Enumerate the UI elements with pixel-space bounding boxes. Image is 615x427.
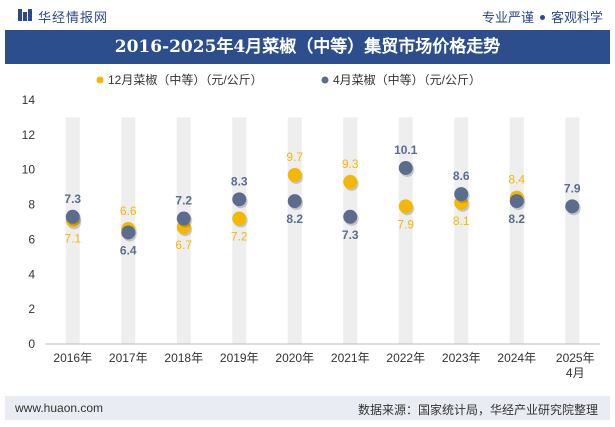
data-point [454, 187, 469, 202]
data-label: 7.2 [175, 194, 192, 208]
x-tick-label: 2019年 [220, 351, 259, 365]
price-chart: 12月菜椒（中等）（元/公斤） 4月菜椒（中等）（元/公斤） 0 2 4 6 8 10 12 14… [22, 72, 600, 380]
category-band [454, 117, 469, 344]
data-label: 6.6 [120, 204, 137, 218]
y-tick-label: 14 [22, 93, 36, 107]
huajing-logo-icon [18, 9, 32, 21]
data-label: 8.2 [286, 212, 303, 226]
data-label: 9.3 [342, 157, 359, 171]
data-label: 8.3 [231, 174, 248, 188]
data-label: 10.1 [394, 143, 418, 157]
x-tick-label: 2022年 [386, 351, 425, 365]
data-label: 8.6 [453, 169, 470, 183]
x-tick-label: 2024年 [497, 351, 536, 365]
x-tick-label: 2020年 [275, 351, 314, 365]
y-tick-label: 4 [28, 267, 35, 281]
data-label: 7.9 [397, 217, 414, 231]
y-tick-label: 8 [28, 198, 35, 212]
data-point [509, 194, 524, 209]
data-label: 6.4 [120, 243, 137, 257]
top-bar: 华经情报网 专业严谨 客观科学 [0, 0, 615, 30]
data-point [287, 167, 302, 182]
data-point [232, 192, 247, 207]
x-tick-label: 2016年 [53, 351, 92, 365]
tagline-right: 客观科学 [550, 10, 603, 25]
data-label: 8.1 [453, 214, 470, 228]
title-bar: 2016-2025年4月菜椒（中等）集贸市场价格走势 [5, 30, 610, 64]
footer-bar: www.huaon.com 数据来源：国家统计局，华经产业研究院整理 [5, 396, 610, 420]
chart-title: 2016-2025年4月菜椒（中等）集贸市场价格走势 [114, 37, 501, 57]
category-band [65, 117, 80, 344]
x-tick-label: 2025年 [556, 351, 595, 365]
x-tick-label: 2023年 [442, 351, 481, 365]
data-point [232, 211, 247, 226]
data-point [343, 174, 358, 189]
x-tick-label: 2018年 [164, 351, 203, 365]
data-point [343, 209, 358, 224]
data-label: 7.9 [564, 181, 581, 195]
legend-marker [321, 76, 329, 84]
category-band [343, 117, 358, 344]
tagline-left: 专业严谨 [481, 10, 534, 25]
category-band [398, 117, 413, 344]
y-tick-label: 6 [28, 232, 35, 246]
data-point [398, 160, 413, 175]
data-point [398, 199, 413, 214]
y-tick-label: 10 [22, 163, 36, 177]
brand-name: 华经情报网 [38, 10, 109, 25]
footer-source: 数据来源：国家统计局，华经产业研究院整理 [357, 403, 598, 417]
legend-marker [96, 76, 104, 84]
x-tick-label: 2021年 [331, 351, 370, 365]
y-tick-label: 0 [28, 337, 35, 351]
x-tick-label-line2: 4月 [566, 366, 585, 380]
x-tick-label: 2017年 [109, 351, 148, 365]
data-label: 6.7 [175, 238, 192, 252]
data-label: 7.1 [64, 231, 81, 245]
category-band [565, 117, 580, 344]
tagline-dot-icon [539, 15, 545, 20]
data-point [65, 209, 80, 224]
data-point [121, 225, 136, 240]
legend-label: 12月菜椒（中等）（元/公斤） [108, 72, 263, 87]
data-label: 7.3 [64, 192, 81, 206]
data-label: 7.2 [231, 230, 248, 244]
data-point [176, 211, 191, 226]
category-band [509, 117, 524, 344]
data-point [565, 199, 580, 214]
legend-label: 4月菜椒（中等）（元/公斤） [333, 72, 481, 87]
data-label: 8.4 [508, 173, 525, 187]
data-label: 7.3 [342, 228, 359, 242]
y-tick-label: 12 [22, 128, 36, 142]
category-band [232, 117, 247, 344]
footer-website: www.huaon.com [15, 401, 104, 415]
tagline: 专业严谨 客观科学 [482, 7, 603, 26]
data-label: 9.7 [286, 150, 303, 164]
y-tick-label: 2 [28, 302, 35, 316]
data-label: 8.2 [508, 212, 525, 226]
data-point [287, 194, 302, 209]
